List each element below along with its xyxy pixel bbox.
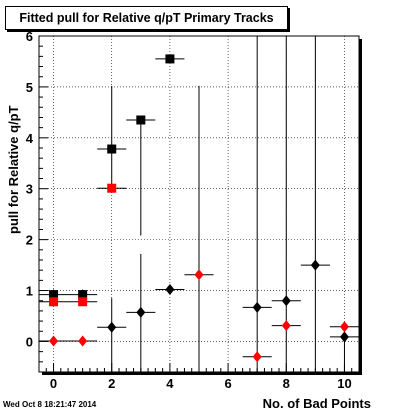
diamond-marker (78, 335, 88, 347)
x-axis-label: No. of Bad Points (262, 396, 371, 411)
square-marker (78, 290, 88, 300)
x-tick-label: 0 (50, 376, 57, 391)
y-tick-label: 2 (26, 233, 33, 248)
diamond-marker (136, 306, 146, 318)
square-marker (49, 290, 59, 300)
diamond-marker (49, 335, 59, 347)
diamond-marker (252, 301, 262, 313)
chart-title: Fitted pull for Relative q/pT Primary Tr… (5, 6, 288, 30)
diamond-marker (107, 321, 117, 333)
y-tick-label: 3 (26, 182, 33, 197)
x-tick-label: 6 (224, 376, 231, 391)
diamond-marker (310, 259, 320, 271)
square-marker (136, 115, 146, 125)
x-tick-label: 8 (283, 376, 290, 391)
x-tick-label: 4 (166, 376, 174, 391)
square-marker (165, 54, 175, 64)
square-marker (107, 183, 117, 193)
diamond-marker (281, 295, 291, 307)
timestamp: Wed Oct 8 18:21:47 2014 (3, 400, 97, 409)
square-marker (49, 297, 59, 307)
y-tick-label: 5 (26, 80, 33, 95)
y-tick-label: 4 (26, 131, 34, 146)
y-axis-label: pull for Relative q/pT (6, 105, 21, 234)
y-tick-label: 1 (26, 284, 33, 299)
x-tick-label: 10 (337, 376, 351, 391)
square-marker (107, 144, 117, 154)
diamond-marker (339, 331, 349, 343)
x-tick-label: 2 (108, 376, 115, 391)
diamond-marker (281, 320, 291, 332)
diamond-marker (165, 284, 175, 296)
square-marker (78, 297, 88, 307)
y-tick-label: 0 (26, 334, 33, 349)
y-tick-label: 6 (26, 29, 33, 44)
diamond-marker (194, 269, 204, 281)
diamond-marker (339, 321, 349, 333)
diamond-marker (252, 351, 262, 363)
